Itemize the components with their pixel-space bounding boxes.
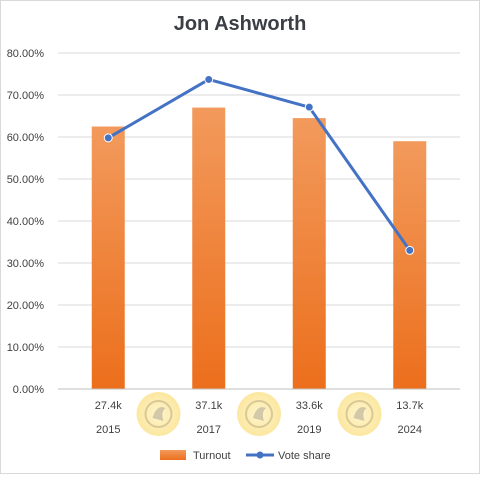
y-tick-label: 60.00% (7, 132, 45, 144)
legend-turnout-swatch (160, 450, 186, 460)
legend-vote-share-label: Vote share (278, 450, 331, 462)
y-tick-label: 80.00% (7, 48, 45, 60)
vote-share-point-2015 (103, 133, 113, 143)
y-tick-label: 40.00% (7, 216, 45, 228)
x-category-label: 2019 (297, 424, 321, 436)
x-category-label: 2017 (197, 424, 221, 436)
watermark-bird-shape (152, 407, 166, 421)
watermark-logo (337, 392, 382, 436)
watermark-bird-shape (353, 407, 367, 421)
bar-votes-label: 37.1k (195, 400, 222, 412)
y-tick-label: 10.00% (7, 342, 45, 354)
y-tick-label: 20.00% (7, 300, 45, 312)
watermark-seal-ring (345, 400, 374, 428)
bar-votes-label: 33.6k (296, 400, 323, 412)
x-category-label: 2015 (96, 424, 120, 436)
chart-title: Jon Ashworth (174, 13, 307, 35)
watermark-logo (136, 392, 181, 436)
bar-turnout-2024 (393, 141, 427, 389)
watermark-logo (237, 392, 281, 436)
legend-vote-share-marker (256, 451, 264, 459)
bar-votes-label: 27.4k (95, 400, 122, 412)
bar-votes-label: 13.7k (396, 400, 423, 412)
y-tick-label: 50.00% (7, 174, 45, 186)
bar-turnout-2019 (292, 118, 326, 389)
watermark-seal-ring (144, 400, 173, 428)
vote-share-line (107, 77, 411, 252)
x-category-label: 2024 (398, 424, 422, 436)
y-tick-label: 30.00% (7, 258, 45, 270)
vote-share-point-2024 (405, 245, 415, 255)
vote-share-point-2017 (204, 74, 214, 84)
bar-turnout-2017 (192, 107, 226, 389)
y-tick-label: 0.00% (13, 384, 44, 396)
vote-share-point-2019 (304, 102, 314, 112)
legend-turnout-label: Turnout (193, 450, 231, 462)
watermark-bird-shape (253, 407, 266, 421)
y-tick-label: 70.00% (7, 90, 45, 102)
watermark-seal-ring (245, 400, 273, 428)
bar-turnout-2015 (91, 126, 125, 389)
